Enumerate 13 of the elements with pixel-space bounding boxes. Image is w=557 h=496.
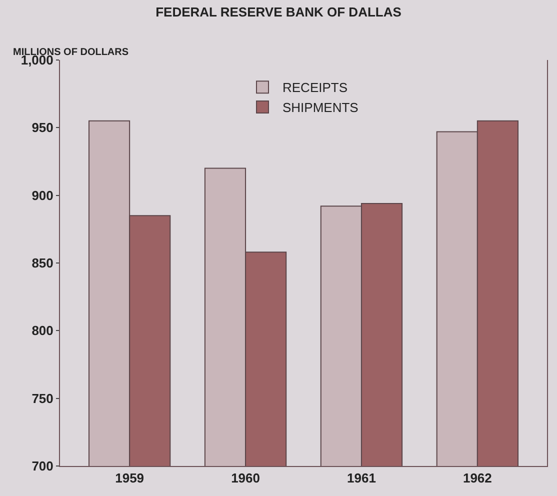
chart-title: FEDERAL RESERVE BANK OF DALLAS (156, 4, 402, 20)
x-tick-label: 1962 (462, 470, 492, 486)
y-tick-label: 850 (32, 256, 54, 271)
y-tick-label: 800 (32, 323, 54, 338)
x-tick-label: 1959 (115, 470, 144, 486)
legend-label: RECEIPTS (282, 80, 348, 96)
x-tick-label: 1960 (231, 470, 260, 486)
y-tick-label: 750 (32, 390, 54, 406)
x-tick-label: 1961 (347, 470, 376, 486)
y-tick-label: 700 (32, 458, 54, 474)
legend-label: SHIPMENTS (282, 100, 359, 116)
y-tick-label: 950 (32, 120, 54, 136)
y-tick-label: 900 (32, 188, 54, 203)
